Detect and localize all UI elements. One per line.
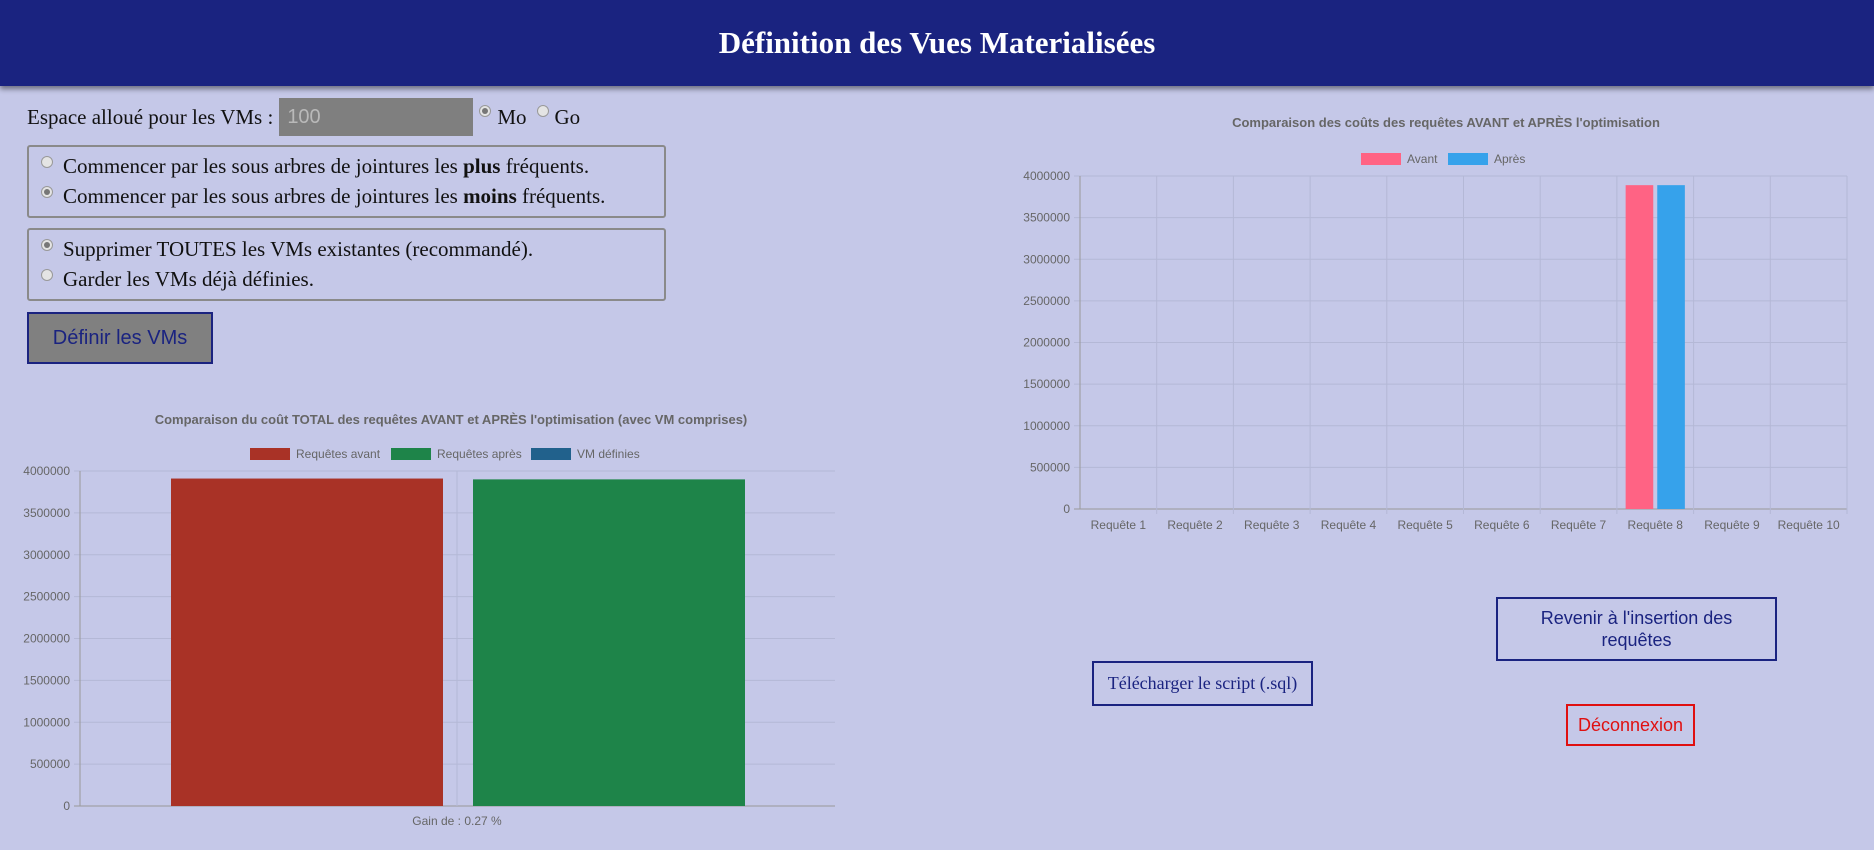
- per-query-cost-chart: Comparaison des coûts des requêtes AVANT…: [1023, 115, 1848, 532]
- space-label: Espace alloué pour les VMs :: [27, 104, 274, 129]
- query-x-tick-label: Requête 7: [1551, 518, 1607, 532]
- query-x-tick-label: Requête 1: [1091, 518, 1147, 532]
- total-chart-legend: Requêtes avant Requêtes après VM définie…: [250, 447, 640, 461]
- unit-mo-label: Mo: [497, 104, 527, 129]
- total-bar-requ-tes-apr-s: [473, 479, 745, 806]
- query-y-tick-label: 3500000: [1023, 211, 1070, 225]
- space-input[interactable]: [279, 98, 474, 136]
- query-chart-x-labels: Requête 1 Requête 2 Requête 3 Requête 4 Requ…: [1091, 518, 1840, 532]
- total-y-tick-label: 3500000: [23, 506, 70, 520]
- total-y-tick-label: 3000000: [23, 548, 70, 562]
- query-y-tick-label: 4000000: [1023, 169, 1070, 183]
- query-y-tick-label: 3000000: [1023, 252, 1070, 266]
- query-y-tick-label: 500000: [1030, 460, 1070, 474]
- query-x-tick-label: Requête 9: [1704, 518, 1760, 532]
- total-y-tick-label: 1000000: [23, 715, 70, 729]
- query-chart-grid: [1074, 175, 1848, 514]
- total-chart-title: Comparaison du coût TOTAL des requêtes A…: [155, 412, 748, 427]
- query-chart-title: Comparaison des coûts des requêtes AVANT…: [1232, 115, 1660, 130]
- keep-vm-option[interactable]: Garder les VMs déjà définies.: [41, 264, 652, 294]
- legend-label-requetes-apres: Requêtes après: [437, 447, 522, 461]
- keep-vm-label: Garder les VMs déjà définies.: [63, 267, 314, 291]
- logout-button[interactable]: Déconnexion: [1566, 704, 1695, 746]
- legend-label-requetes-avant: Requêtes avant: [296, 447, 381, 461]
- query-chart-bars: [1625, 185, 1685, 509]
- join-order-moins-radio[interactable]: [41, 186, 53, 198]
- unit-mo-option[interactable]: Mo: [479, 104, 527, 130]
- query-chart-y-ticks: 0 500000 1000000 1500000 2000000 2500000 30000…: [1023, 169, 1070, 516]
- join-order-plus-radio[interactable]: [41, 156, 53, 168]
- total-y-tick-label: 1500000: [23, 673, 70, 687]
- query-x-tick-label: Requête 5: [1397, 518, 1453, 532]
- keep-vm-radio[interactable]: [41, 269, 53, 281]
- query-y-tick-label: 2500000: [1023, 294, 1070, 308]
- download-script-button[interactable]: Télécharger le script (.sql): [1092, 661, 1313, 706]
- legend-swatch-vm-definies: [531, 448, 571, 460]
- query-chart-legend: Avant Après: [1361, 152, 1525, 166]
- query-y-tick-label: 2000000: [1023, 336, 1070, 350]
- legend-label-vm-definies: VM définies: [577, 447, 640, 461]
- query-x-tick-label: Requête 3: [1244, 518, 1300, 532]
- query-x-tick-label: Requête 8: [1628, 518, 1684, 532]
- delete-all-vm-label: Supprimer TOUTES les VMs existantes (rec…: [63, 237, 534, 261]
- query-x-tick-label: Requête 4: [1321, 518, 1377, 532]
- unit-go-option[interactable]: Go: [536, 104, 581, 130]
- page-title: Définition des Vues Materialisées: [718, 25, 1156, 60]
- unit-go-label: Go: [554, 104, 581, 129]
- total-y-tick-label: 2000000: [23, 632, 70, 646]
- total-y-tick-label: 2500000: [23, 590, 70, 604]
- unit-go-radio[interactable]: [536, 105, 549, 117]
- query-y-tick-label: 1500000: [1023, 377, 1070, 391]
- total-y-tick-label: 500000: [30, 757, 70, 771]
- total-chart-x-label: Gain de : 0.27 %: [412, 814, 502, 828]
- define-vms-button[interactable]: Définir les VMs: [27, 312, 213, 364]
- legend-swatch-requetes-avant: [250, 448, 290, 460]
- query-bar-apr-s: [1657, 185, 1685, 509]
- query-x-tick-label: Requête 6: [1474, 518, 1530, 532]
- query-bar-avant: [1625, 185, 1654, 509]
- query-x-tick-label: Requête 2: [1167, 518, 1223, 532]
- existing-vm-fieldset: Supprimer TOUTES les VMs existantes (rec…: [27, 228, 666, 301]
- legend-label-avant: Avant: [1407, 152, 1438, 166]
- query-x-tick-label: Requête 10: [1778, 518, 1840, 532]
- legend-swatch-requetes-apres: [391, 448, 431, 460]
- legend-label-apres: Après: [1494, 152, 1525, 166]
- space-allocation-row: Espace alloué pour les VMs : Mo Go: [27, 98, 580, 136]
- page-header: Définition des Vues Materialisées: [0, 0, 1874, 86]
- total-chart-y-ticks: 0 500000 1000000 1500000 2000000 2500000 30000…: [23, 464, 70, 813]
- query-y-tick-label: 0: [1063, 502, 1070, 516]
- join-order-option-moins[interactable]: Commencer par les sous arbres de jointur…: [41, 181, 652, 211]
- delete-all-vm-option[interactable]: Supprimer TOUTES les VMs existantes (rec…: [41, 234, 652, 264]
- join-order-moins-label: Commencer par les sous arbres de jointur…: [63, 184, 606, 208]
- unit-mo-radio[interactable]: [479, 105, 492, 117]
- query-y-tick-label: 1000000: [1023, 419, 1070, 433]
- total-cost-chart: Comparaison du coût TOTAL des requêtes A…: [23, 412, 835, 828]
- delete-all-vm-radio[interactable]: [41, 239, 53, 251]
- total-bar-requ-tes-avant: [171, 478, 443, 806]
- join-order-plus-label: Commencer par les sous arbres de jointur…: [63, 154, 590, 178]
- total-y-tick-label: 0: [63, 799, 70, 813]
- legend-swatch-avant: [1361, 153, 1401, 165]
- back-to-queries-button[interactable]: Revenir à l'insertion des requêtes: [1496, 597, 1777, 661]
- join-order-option-plus[interactable]: Commencer par les sous arbres de jointur…: [41, 151, 652, 181]
- total-chart-bars: [171, 478, 745, 806]
- join-order-fieldset: Commencer par les sous arbres de jointur…: [27, 145, 666, 218]
- legend-swatch-apres: [1448, 153, 1488, 165]
- total-y-tick-label: 4000000: [23, 464, 70, 478]
